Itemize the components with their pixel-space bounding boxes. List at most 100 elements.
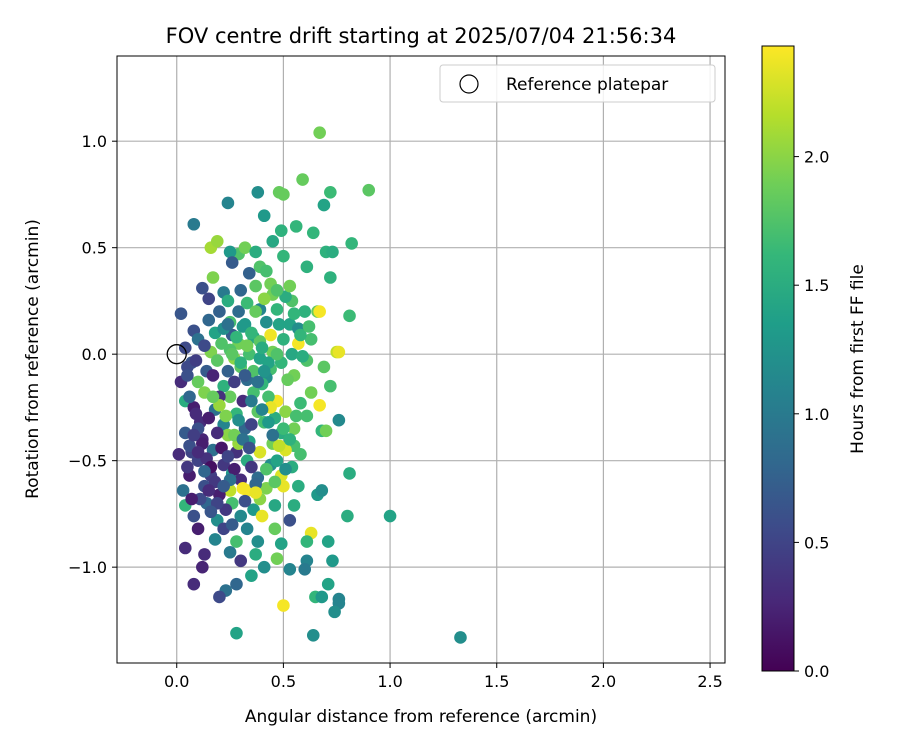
data-point — [300, 535, 314, 548]
data-point — [174, 307, 188, 321]
data-point — [277, 188, 290, 201]
data-point — [238, 494, 252, 508]
data-point — [315, 590, 329, 604]
data-point — [213, 590, 226, 604]
data-point — [242, 266, 256, 280]
data-point — [185, 492, 198, 506]
colorbar-tick-label: 2.0 — [804, 148, 829, 167]
data-points — [172, 126, 467, 644]
data-point — [294, 396, 307, 410]
plot-frame — [116, 55, 726, 664]
data-point — [221, 318, 235, 331]
legend: Reference platepar — [439, 64, 716, 103]
data-point — [260, 462, 273, 476]
data-point — [298, 305, 312, 318]
data-point — [217, 479, 230, 493]
data-point — [219, 409, 233, 423]
data-point — [343, 309, 356, 323]
data-point — [245, 394, 258, 408]
data-point — [270, 347, 284, 361]
data-point — [262, 416, 275, 429]
legend-entry-label: Reference platepar — [506, 75, 668, 95]
data-point — [324, 186, 337, 199]
data-point — [292, 479, 305, 493]
data-point — [255, 509, 269, 523]
data-point — [277, 422, 290, 436]
data-point — [454, 631, 467, 644]
x-axis-ticks: 0.0 0.5 1.0 1.5 2.0 2.5 — [164, 663, 723, 691]
data-point — [343, 467, 356, 480]
data-point — [300, 260, 314, 274]
data-point — [223, 390, 237, 404]
data-point — [298, 562, 312, 576]
data-point — [260, 315, 273, 329]
data-point — [253, 445, 267, 459]
data-point — [242, 441, 256, 455]
colorbar-ticks: 0.0 0.5 1.0 1.5 2.0 — [794, 148, 829, 681]
data-point — [277, 249, 290, 263]
data-point — [198, 339, 211, 352]
data-point — [187, 577, 201, 591]
data-point — [202, 484, 216, 497]
data-point — [202, 313, 216, 327]
data-point — [272, 318, 286, 331]
data-point — [191, 522, 205, 536]
data-point — [213, 305, 226, 318]
y-tick-label: 0.5 — [82, 239, 107, 258]
data-point — [304, 386, 318, 399]
data-point — [181, 369, 194, 382]
y-axis-label: Rotation from reference (arcmin) — [23, 219, 43, 499]
data-point — [317, 360, 331, 374]
data-point — [191, 445, 205, 459]
data-point — [230, 535, 243, 548]
data-point — [296, 350, 309, 363]
data-point — [204, 505, 218, 519]
data-point — [268, 522, 282, 536]
data-point — [191, 375, 205, 389]
data-point — [315, 484, 329, 497]
data-point — [178, 541, 192, 555]
data-point — [245, 418, 258, 431]
x-tick-label: 2.0 — [591, 672, 616, 691]
data-point — [283, 433, 297, 446]
data-point — [228, 462, 241, 476]
data-point — [332, 413, 346, 427]
data-point — [283, 514, 297, 527]
data-point — [287, 499, 301, 512]
data-point — [234, 356, 248, 369]
reference-platepar-marker — [166, 344, 187, 365]
data-point — [251, 535, 265, 548]
x-tick-label: 1.5 — [484, 672, 509, 691]
data-point — [172, 447, 186, 461]
data-point — [221, 450, 235, 463]
data-point — [249, 305, 262, 318]
legend-box — [439, 64, 716, 103]
data-point — [187, 217, 201, 231]
legend-reference-marker — [459, 74, 479, 94]
data-point — [251, 186, 265, 199]
data-point — [210, 354, 224, 367]
data-point — [245, 569, 258, 582]
data-point — [232, 305, 245, 318]
x-tick-label: 1.0 — [377, 672, 402, 691]
data-point — [313, 398, 326, 412]
data-point — [283, 562, 297, 576]
data-point — [210, 234, 224, 248]
data-point — [257, 292, 271, 306]
colorbar-tick-label: 0.5 — [804, 533, 829, 552]
data-point — [326, 245, 339, 259]
data-point — [236, 482, 250, 495]
data-point — [319, 424, 333, 438]
data-point — [279, 462, 292, 476]
data-point — [264, 328, 277, 342]
data-point — [176, 484, 190, 497]
data-point — [187, 428, 201, 442]
data-point — [202, 411, 216, 425]
data-point — [383, 509, 397, 523]
data-point — [251, 375, 265, 389]
data-point — [321, 535, 335, 548]
data-point — [285, 347, 299, 361]
data-point — [283, 279, 297, 293]
data-point — [249, 486, 262, 499]
